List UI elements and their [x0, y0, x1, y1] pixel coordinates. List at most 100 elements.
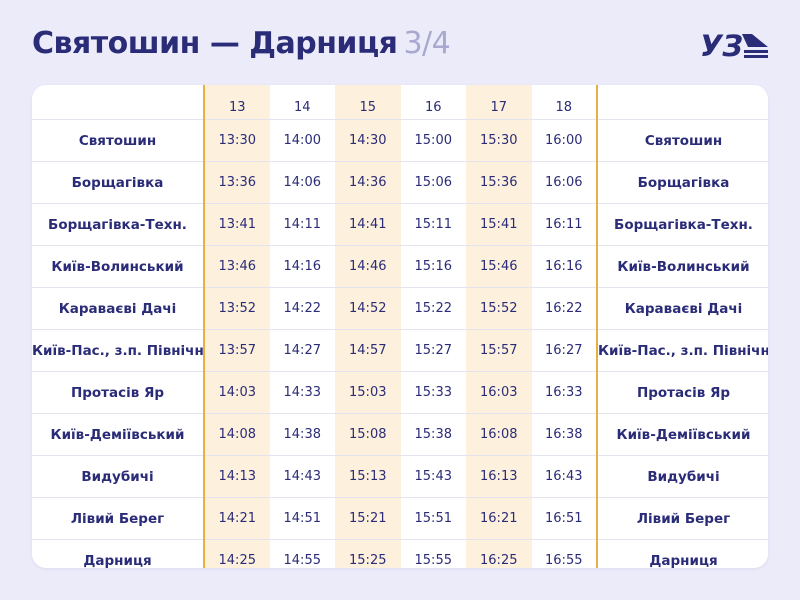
table-row: Протасів Яр 14:03 14:33 15:03 15:33 16:03 16:3… [32, 371, 768, 414]
station-name-left: Лівий Берег [32, 497, 204, 540]
departure-time: 15:11 [400, 203, 466, 246]
departure-time: 16:06 [531, 161, 598, 204]
station-name-right: Караваєві Дачі [597, 287, 768, 330]
table-row: Лівий Берег 14:21 14:51 15:21 15:51 16:21 16:5… [32, 497, 768, 540]
departure-time: 14:16 [269, 245, 335, 288]
departure-time: 16:03 [466, 371, 532, 414]
uz-logo-text: УЗ [700, 30, 743, 60]
departure-time: 15:03 [335, 371, 401, 414]
header-row: 13 14 15 16 17 18 [32, 85, 768, 120]
departure-time: 14:06 [269, 161, 335, 204]
departure-time: 16:51 [531, 497, 598, 540]
train-number-header: 17 [466, 85, 532, 120]
train-number-header: 15 [335, 85, 401, 120]
station-name-left: Борщагівка-Техн. [32, 203, 204, 246]
table-row: Караваєві Дачі 13:52 14:22 14:52 15:22 15:52 1… [32, 287, 768, 330]
departure-time: 14:03 [203, 371, 270, 414]
station-name-left: Київ-Деміївський [32, 413, 204, 456]
departure-time: 13:52 [203, 287, 270, 330]
departure-time: 15:16 [400, 245, 466, 288]
departure-time: 16:55 [531, 539, 598, 568]
departure-time: 15:27 [400, 329, 466, 372]
station-name-left: Видубичі [32, 455, 204, 498]
departure-time: 15:30 [466, 119, 532, 162]
departure-time: 14:33 [269, 371, 335, 414]
table-row: Святошин 13:30 14:00 14:30 15:00 15:30 16:00 Св… [32, 119, 768, 162]
departure-time: 13:57 [203, 329, 270, 372]
departure-time: 14:13 [203, 455, 270, 498]
departure-time: 15:41 [466, 203, 532, 246]
departure-time: 14:22 [269, 287, 335, 330]
station-name-right: Київ-Деміївський [597, 413, 768, 456]
table-row: Дарниця 14:25 14:55 15:25 15:55 16:25 16:55 Дар… [32, 539, 768, 568]
departure-time: 15:22 [400, 287, 466, 330]
train-number-header: 18 [531, 85, 598, 120]
departure-time: 16:21 [466, 497, 532, 540]
departure-time: 15:08 [335, 413, 401, 456]
departure-time: 16:00 [531, 119, 598, 162]
page-indicator: 3/4 [403, 26, 451, 61]
departure-time: 14:21 [203, 497, 270, 540]
departure-time: 15:13 [335, 455, 401, 498]
schedule-card: 13 14 15 16 17 18 Святошин 13:30 14:00 14:30 15:0… [32, 85, 768, 568]
departure-time: 15:55 [400, 539, 466, 568]
departure-time: 13:30 [203, 119, 270, 162]
page-title: Святошин — Дарниця 3/4 [32, 22, 451, 66]
header-station-left [32, 85, 204, 120]
departure-time: 14:38 [269, 413, 335, 456]
station-name-left: Святошин [32, 119, 204, 162]
departure-time: 14:00 [269, 119, 335, 162]
route-title: Святошин — Дарниця [32, 26, 398, 61]
departure-time: 15:36 [466, 161, 532, 204]
departure-time: 15:00 [400, 119, 466, 162]
departure-time: 14:57 [335, 329, 401, 372]
departure-time: 15:46 [466, 245, 532, 288]
train-number-header: 14 [293, 100, 311, 115]
station-name-right: Дарниця [597, 539, 768, 568]
departure-time: 15:43 [400, 455, 466, 498]
departure-time: 14:30 [335, 119, 401, 162]
departure-time: 14:11 [269, 203, 335, 246]
table-row: Київ-Пас., з.п. Північна 13:57 14:27 14:57 1… [32, 329, 768, 372]
schedule-body: Святошин 13:30 14:00 14:30 15:00 15:30 16:00 Св… [32, 119, 768, 568]
departure-time: 15:25 [335, 539, 401, 568]
station-name-left: Борщагівка [32, 161, 204, 204]
station-name-right: Лівий Берег [597, 497, 768, 540]
table-row: Борщагівка-Техн. 13:41 14:11 14:41 15:11 15:4… [32, 203, 768, 246]
departure-time: 14:51 [269, 497, 335, 540]
departure-time: 14:55 [269, 539, 335, 568]
departure-time: 16:27 [531, 329, 598, 372]
table-row: Борщагівка 13:36 14:06 14:36 15:06 15:36 16:06… [32, 161, 768, 204]
departure-time: 16:08 [466, 413, 532, 456]
station-name-left: Протасів Яр [32, 371, 204, 414]
departure-time: 14:52 [335, 287, 401, 330]
station-name-right: Київ-Волинський [597, 245, 768, 288]
departure-time: 13:46 [203, 245, 270, 288]
schedule-table: 13 14 15 16 17 18 Святошин 13:30 14:00 14:30 15:0… [32, 85, 768, 568]
station-name-right: Борщагівка-Техн. [597, 203, 768, 246]
departure-time: 13:36 [203, 161, 270, 204]
departure-time: 16:43 [531, 455, 598, 498]
departure-time: 14:08 [203, 413, 270, 456]
departure-time: 14:46 [335, 245, 401, 288]
departure-time: 15:38 [400, 413, 466, 456]
departure-time: 15:52 [466, 287, 532, 330]
table-row: Київ-Волинський 13:46 14:16 14:46 15:16 15:46… [32, 245, 768, 288]
departure-time: 14:36 [335, 161, 401, 204]
departure-time: 16:13 [466, 455, 532, 498]
departure-time: 15:51 [400, 497, 466, 540]
departure-time: 16:11 [531, 203, 598, 246]
station-name-left: Караваєві Дачі [32, 287, 204, 330]
departure-time: 15:06 [400, 161, 466, 204]
train-number-header: 16 [424, 100, 442, 115]
departure-time: 14:25 [203, 539, 270, 568]
departure-time: 14:41 [335, 203, 401, 246]
station-name-right: Борщагівка [597, 161, 768, 204]
uz-logo-icon: УЗ [700, 30, 768, 60]
departure-time: 15:21 [335, 497, 401, 540]
departure-time: 13:41 [203, 203, 270, 246]
station-name-right: Святошин [597, 119, 768, 162]
station-name-left: Київ-Волинський [32, 245, 204, 288]
departure-time: 14:27 [269, 329, 335, 372]
departure-time: 16:33 [531, 371, 598, 414]
